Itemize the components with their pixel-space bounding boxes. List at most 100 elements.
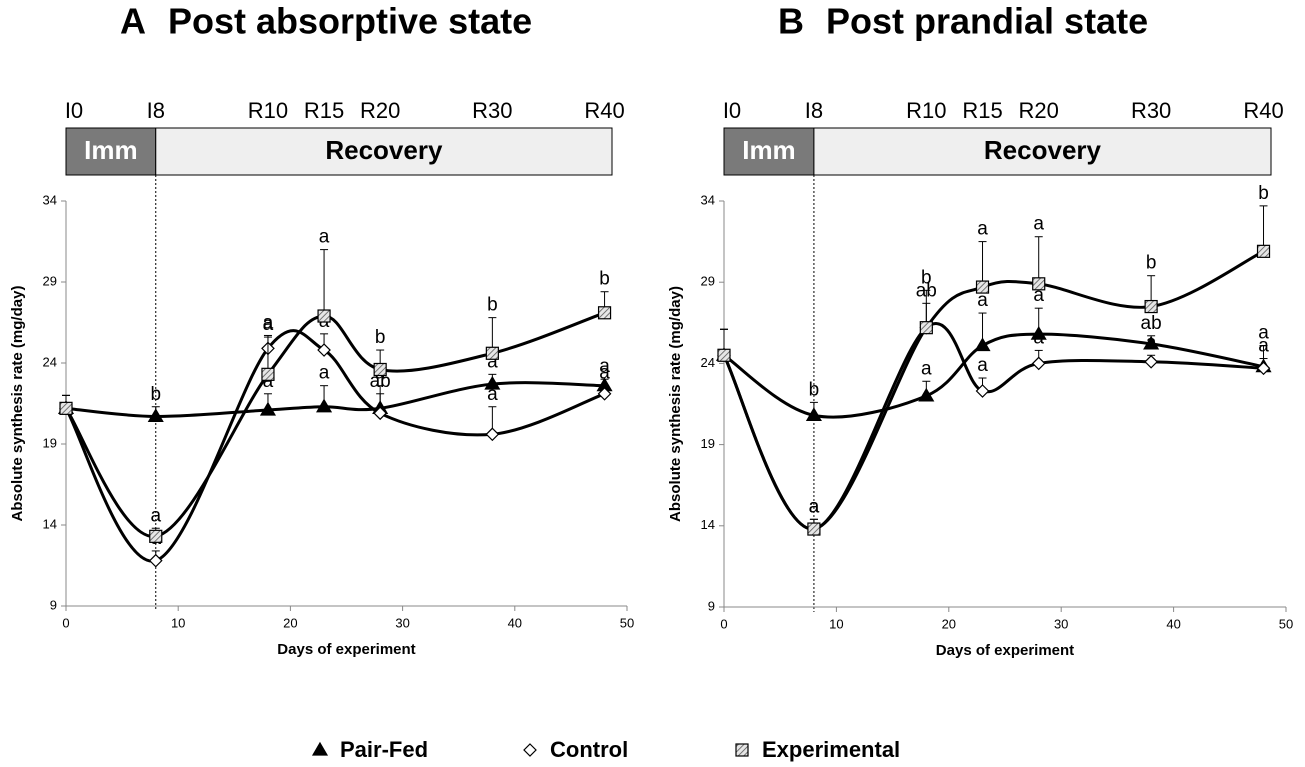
series-curve: [64, 311, 606, 538]
marker-triangle: [1030, 325, 1047, 340]
marker-diamond: [373, 406, 388, 421]
x-tick-label: 20: [283, 615, 297, 630]
marker-square: [261, 367, 275, 381]
recovery-box: [813, 127, 1272, 176]
marker-square: [485, 346, 499, 360]
marker-square: [1144, 299, 1158, 314]
timepoint-label: R20: [360, 98, 400, 123]
significance-letter: b: [375, 327, 386, 348]
timepoint-label: R30: [472, 98, 512, 123]
significance-letter: a: [809, 496, 820, 517]
marker-diamond: [317, 343, 331, 357]
imm-label: Imm: [84, 135, 137, 165]
x-tick-label: 40: [1166, 616, 1180, 631]
significance-letter: a: [1146, 332, 1157, 353]
timepoint-label: R30: [1131, 98, 1171, 123]
recovery-label: Recovery: [984, 135, 1102, 165]
significance-letter: b: [487, 295, 498, 316]
marker-diamond: [1144, 354, 1158, 369]
significance-letter: b: [921, 267, 932, 288]
significance-letter: a: [319, 227, 330, 248]
legend-label: Pair-Fed: [340, 737, 428, 762]
y-tick-label: 19: [701, 436, 715, 451]
significance-letter: a: [1033, 285, 1044, 306]
marker-square: [1256, 244, 1271, 258]
x-tick-label: 10: [171, 615, 185, 630]
legend-marker: [523, 743, 537, 757]
marker-triangle: [805, 407, 822, 421]
marker-square: [317, 309, 331, 323]
series-curve: [64, 329, 606, 563]
timepoint-label: R40: [1243, 98, 1283, 123]
significance-letter: b: [599, 269, 610, 290]
significance-letter: a: [977, 355, 988, 376]
significance-letter: a: [487, 384, 498, 405]
marker-triangle: [259, 401, 277, 416]
series-curve: [722, 322, 1264, 531]
marker-triangle: [974, 337, 991, 352]
significance-letter: b: [809, 379, 820, 400]
x-tick-label: 20: [942, 616, 956, 631]
y-tick-label: 14: [701, 517, 715, 532]
y-tick-label: 29: [701, 274, 715, 289]
marker-triangle: [316, 398, 333, 413]
x-tick-label: 50: [620, 615, 634, 630]
significance-letter: ab: [1141, 313, 1162, 334]
significance-letter: a: [599, 363, 610, 384]
marker-triangle: [918, 387, 935, 402]
recovery-box: [155, 127, 613, 176]
timepoint-label: R10: [906, 98, 946, 123]
y-axis-label: Absolute synthesis rate (mg/day): [9, 286, 26, 522]
timepoint-label: R10: [248, 98, 288, 123]
timepoint-label: R40: [584, 98, 624, 123]
x-axis-label: Days of experiment: [936, 642, 1074, 659]
significance-letter: a: [1033, 214, 1044, 235]
marker-diamond: [1031, 356, 1046, 371]
panel-label: B: [778, 1, 804, 42]
imm-label: Imm: [742, 135, 795, 165]
significance-letter: a: [263, 314, 274, 335]
significance-letter: a: [977, 219, 988, 240]
timepoint-label: I8: [805, 98, 823, 123]
x-tick-label: 30: [395, 615, 409, 630]
series-curve: [65, 381, 605, 418]
marker-diamond: [148, 553, 163, 568]
timepoint-label: R20: [1019, 98, 1059, 123]
marker-diamond: [485, 427, 500, 442]
significance-letter: a: [1258, 323, 1269, 344]
y-tick-label: 34: [43, 192, 57, 207]
y-tick-label: 19: [43, 435, 57, 450]
imm-box: [723, 127, 815, 176]
legend-label: Control: [550, 737, 628, 762]
marker-square: [919, 321, 933, 335]
timepoint-label: I8: [147, 98, 165, 123]
y-axis-label: Absolute synthesis rate (mg/day): [667, 286, 684, 522]
x-tick-label: 0: [720, 616, 727, 631]
marker-square: [373, 362, 387, 377]
marker-triangle: [1143, 335, 1160, 350]
significance-letter: a: [809, 496, 820, 517]
significance-letter: a: [977, 290, 988, 311]
chart-title: Post absorptive state: [168, 1, 532, 42]
timepoint-label: I0: [65, 98, 83, 123]
marker-square: [1032, 277, 1046, 291]
x-tick-label: 10: [829, 616, 843, 631]
significance-letter: b: [1258, 183, 1269, 204]
marker-square: [149, 529, 163, 543]
significance-letter: a: [150, 505, 161, 526]
marker-square: [807, 522, 821, 536]
significance-letter: a: [263, 312, 274, 333]
significance-letter: a: [263, 371, 274, 392]
imm-box: [65, 127, 157, 176]
recovery-label: Recovery: [325, 135, 443, 165]
series-curve: [723, 332, 1264, 419]
y-tick-label: 24: [701, 355, 715, 370]
x-axis-label: Days of experiment: [277, 641, 415, 658]
y-tick-label: 14: [43, 516, 57, 531]
x-tick-label: 50: [1279, 616, 1293, 631]
marker-square: [59, 401, 73, 415]
y-tick-label: 9: [50, 597, 57, 612]
marker-square: [975, 280, 990, 294]
marker-triangle: [484, 375, 501, 390]
